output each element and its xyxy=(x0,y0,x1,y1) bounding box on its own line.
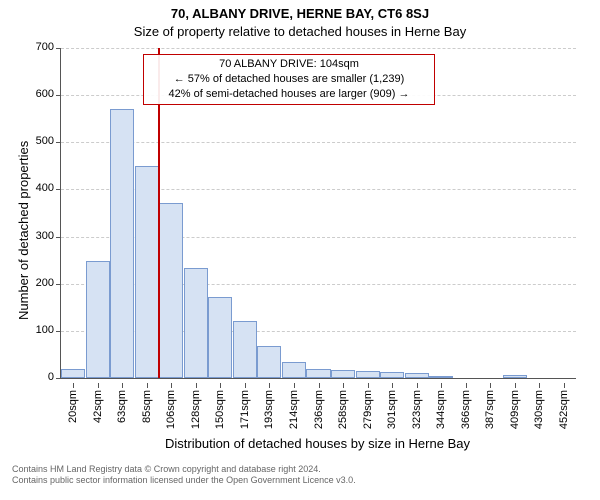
histogram-bar xyxy=(282,362,306,378)
histogram-bar xyxy=(257,346,281,378)
histogram-bar xyxy=(356,371,380,378)
x-tick-label: 323sqm xyxy=(411,390,423,429)
histogram-bar xyxy=(110,109,134,378)
x-tick-label: 106sqm xyxy=(165,390,177,429)
histogram-bar xyxy=(503,375,527,378)
y-tick-label: 200 xyxy=(36,277,61,289)
annotation-line: 42% of semi-detached houses are larger (… xyxy=(150,87,428,102)
annotation-line: ← 57% of detached houses are smaller (1,… xyxy=(150,72,428,87)
x-tick-label: 301sqm xyxy=(386,390,398,429)
x-tick-label: 63sqm xyxy=(116,390,128,423)
x-tick-label: 258sqm xyxy=(337,390,349,429)
y-axis-label: Number of detached properties xyxy=(16,141,31,320)
y-tick-label: 300 xyxy=(36,230,61,242)
x-tick-label: 409sqm xyxy=(509,390,521,429)
annotation-box: 70 ALBANY DRIVE: 104sqm← 57% of detached… xyxy=(143,54,435,105)
annotation-line: 70 ALBANY DRIVE: 104sqm xyxy=(150,57,428,72)
x-tick-label: 128sqm xyxy=(190,390,202,429)
footer-attribution: Contains HM Land Registry data © Crown c… xyxy=(12,464,356,487)
x-tick-label: 344sqm xyxy=(435,390,447,429)
x-tick-label: 171sqm xyxy=(239,390,251,429)
grid-line xyxy=(61,142,576,143)
histogram-bar xyxy=(380,372,404,378)
footer-line1: Contains HM Land Registry data © Crown c… xyxy=(12,464,356,475)
histogram-bar xyxy=(405,373,429,378)
x-tick-label: 279sqm xyxy=(362,390,374,429)
x-tick-label: 193sqm xyxy=(263,390,275,429)
chart-container: 70, ALBANY DRIVE, HERNE BAY, CT6 8SJ Siz… xyxy=(0,0,600,500)
x-tick-label: 366sqm xyxy=(460,390,472,429)
x-tick-label: 214sqm xyxy=(288,390,300,429)
histogram-bar xyxy=(61,369,85,378)
histogram-bar xyxy=(331,370,355,378)
y-tick-label: 100 xyxy=(36,324,61,336)
y-tick-label: 400 xyxy=(36,182,61,194)
y-tick-label: 700 xyxy=(36,41,61,53)
grid-line xyxy=(61,48,576,49)
plot-area: 010020030040050060070020sqm42sqm63sqm85s… xyxy=(60,48,576,379)
x-axis-label: Distribution of detached houses by size … xyxy=(60,436,575,451)
y-tick-label: 600 xyxy=(36,88,61,100)
histogram-bar xyxy=(135,166,159,378)
footer-line2: Contains public sector information licen… xyxy=(12,475,356,486)
y-tick-label: 500 xyxy=(36,135,61,147)
histogram-bar xyxy=(159,203,183,378)
x-tick-label: 20sqm xyxy=(67,390,79,423)
histogram-bar xyxy=(429,376,453,378)
histogram-bar xyxy=(184,268,208,378)
x-tick-label: 42sqm xyxy=(92,390,104,423)
chart-title-sub: Size of property relative to detached ho… xyxy=(0,24,600,39)
histogram-bar xyxy=(86,261,110,378)
x-tick-label: 430sqm xyxy=(533,390,545,429)
chart-title-main: 70, ALBANY DRIVE, HERNE BAY, CT6 8SJ xyxy=(0,6,600,21)
histogram-bar xyxy=(233,321,257,379)
x-tick-label: 85sqm xyxy=(141,390,153,423)
x-tick-label: 236sqm xyxy=(313,390,325,429)
histogram-bar xyxy=(208,297,232,378)
y-tick-label: 0 xyxy=(48,371,61,383)
histogram-bar xyxy=(306,369,330,378)
x-tick-label: 452sqm xyxy=(558,390,570,429)
x-tick-label: 150sqm xyxy=(214,390,226,429)
x-tick-label: 387sqm xyxy=(484,390,496,429)
